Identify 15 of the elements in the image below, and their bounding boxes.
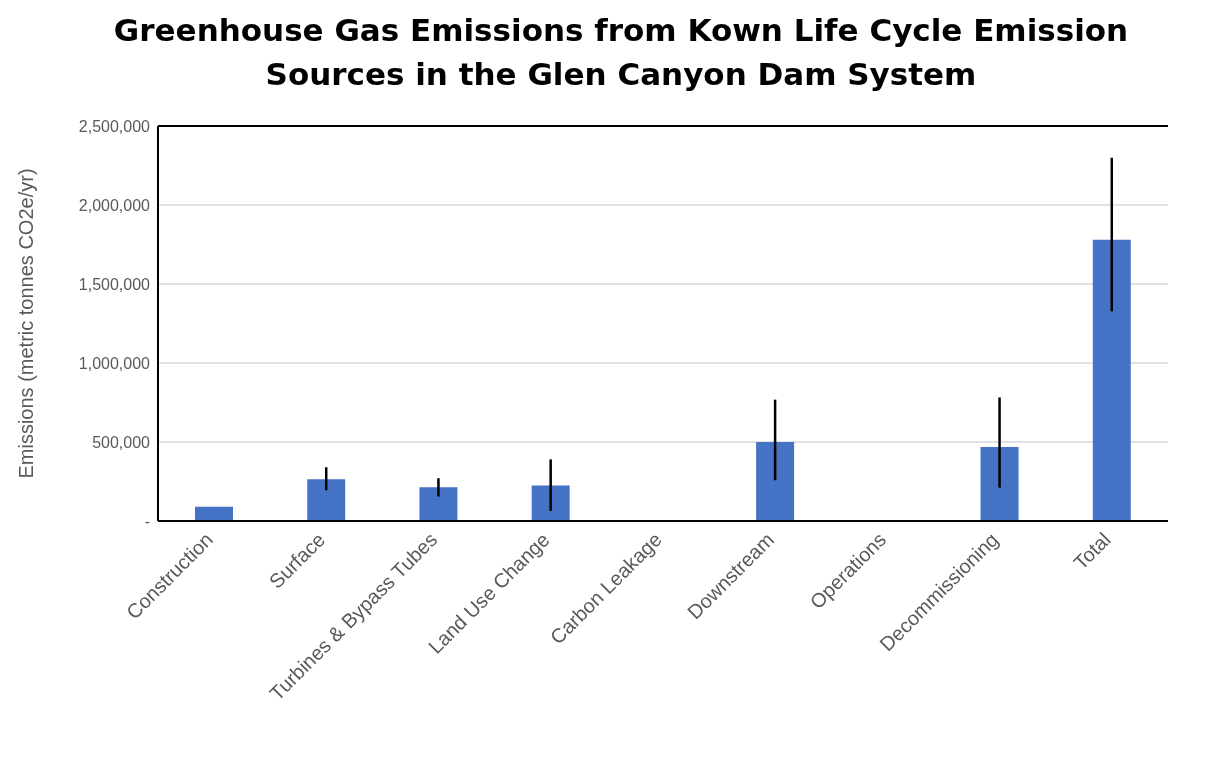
bar <box>980 446 1019 521</box>
y-tick-label: 2,000,000 <box>78 196 151 214</box>
bar <box>307 479 346 521</box>
bar <box>1092 239 1131 521</box>
y-axis-title: Emissions (metric tonnes CO2e/yr) <box>15 168 38 479</box>
y-tick-label: 2,500,000 <box>78 117 151 135</box>
bar <box>531 485 570 521</box>
y-tick-label: - <box>144 512 150 530</box>
y-tick-label: 1,500,000 <box>78 275 151 293</box>
bar <box>419 487 458 521</box>
chart-title: Greenhouse Gas Emissions from Kown Life Cycle Emission Sources in the Glen Canyon Dam System <box>112 11 1130 94</box>
bar <box>756 442 795 521</box>
y-tick-label: 1,000,000 <box>78 354 151 372</box>
y-tick-label: 500,000 <box>92 433 151 451</box>
bar <box>195 506 233 521</box>
